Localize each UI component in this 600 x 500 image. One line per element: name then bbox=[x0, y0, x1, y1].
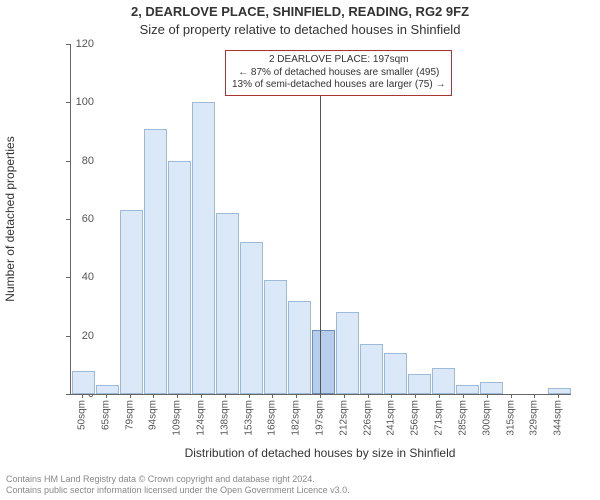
x-tick-cell: 79sqm bbox=[118, 394, 142, 454]
x-tick-cell: 109sqm bbox=[165, 394, 189, 454]
y-axis-label: Number of detached properties bbox=[3, 136, 17, 301]
histogram-bar bbox=[312, 330, 335, 394]
x-tick-cell: 241sqm bbox=[380, 394, 404, 454]
x-tick-mark bbox=[463, 394, 464, 398]
x-tick-mark bbox=[249, 394, 250, 398]
footer-line-2: Contains public sector information licen… bbox=[6, 485, 350, 496]
x-tick-label: 226sqm bbox=[362, 400, 373, 436]
x-tick-mark bbox=[391, 394, 392, 398]
x-tick-mark bbox=[296, 394, 297, 398]
x-tick-mark bbox=[439, 394, 440, 398]
histogram-bar bbox=[288, 301, 311, 394]
chart-container: 2, DEARLOVE PLACE, SHINFIELD, READING, R… bbox=[0, 0, 600, 500]
highlight-marker-line bbox=[320, 91, 321, 394]
histogram-bar bbox=[72, 371, 95, 394]
x-tick-label: 168sqm bbox=[267, 400, 278, 436]
x-tick-label: 138sqm bbox=[219, 400, 230, 436]
x-tick-label: 315sqm bbox=[505, 400, 516, 436]
x-tick-label: 79sqm bbox=[124, 400, 135, 430]
x-tick-mark bbox=[368, 394, 369, 398]
histogram-bar bbox=[240, 242, 263, 394]
x-tick-cell: 329sqm bbox=[522, 394, 546, 454]
x-tick-label: 329sqm bbox=[529, 400, 540, 436]
histogram-bar bbox=[384, 353, 407, 394]
x-tick-mark bbox=[130, 394, 131, 398]
annotation-line-2: ← 87% of detached houses are smaller (49… bbox=[232, 67, 445, 80]
x-tick-cell: 226sqm bbox=[356, 394, 380, 454]
histogram-bar bbox=[192, 102, 215, 394]
x-tick-label: 153sqm bbox=[243, 400, 254, 436]
x-tick-cell: 315sqm bbox=[499, 394, 523, 454]
x-tick-cell: 153sqm bbox=[237, 394, 261, 454]
chart-title-main: 2, DEARLOVE PLACE, SHINFIELD, READING, R… bbox=[0, 4, 600, 19]
x-tick-mark bbox=[225, 394, 226, 398]
chart-title-sub: Size of property relative to detached ho… bbox=[0, 22, 600, 37]
x-tick-cell: 168sqm bbox=[261, 394, 285, 454]
x-tick-label: 94sqm bbox=[148, 400, 159, 430]
histogram-bar bbox=[480, 382, 503, 394]
x-tick-mark bbox=[487, 394, 488, 398]
x-tick-mark bbox=[153, 394, 154, 398]
x-tick-mark bbox=[415, 394, 416, 398]
x-tick-label: 124sqm bbox=[195, 400, 206, 436]
histogram-bar bbox=[432, 368, 455, 394]
histogram-bar bbox=[264, 280, 287, 394]
histogram-bar bbox=[120, 210, 143, 394]
x-tick-cell: 197sqm bbox=[308, 394, 332, 454]
x-tick-label: 109sqm bbox=[172, 400, 183, 436]
annotation-line-1: 2 DEARLOVE PLACE: 197sqm bbox=[232, 54, 445, 67]
x-tick-mark bbox=[320, 394, 321, 398]
x-tick-label: 271sqm bbox=[434, 400, 445, 436]
x-tick-mark bbox=[106, 394, 107, 398]
histogram-bar bbox=[144, 129, 167, 394]
x-tick-cell: 50sqm bbox=[70, 394, 94, 454]
x-tick-cell: 285sqm bbox=[451, 394, 475, 454]
x-tick-label: 256sqm bbox=[410, 400, 421, 436]
x-tick-cell: 138sqm bbox=[213, 394, 237, 454]
annotation-box: 2 DEARLOVE PLACE: 197sqm ← 87% of detach… bbox=[225, 50, 452, 96]
x-tick-mark bbox=[558, 394, 559, 398]
x-tick-label: 344sqm bbox=[553, 400, 564, 436]
x-tick-cell: 124sqm bbox=[189, 394, 213, 454]
x-tick-cell: 271sqm bbox=[427, 394, 451, 454]
histogram-bar bbox=[216, 213, 239, 394]
x-tick-mark bbox=[201, 394, 202, 398]
x-tick-mark bbox=[534, 394, 535, 398]
x-tick-cell: 300sqm bbox=[475, 394, 499, 454]
x-tick-label: 300sqm bbox=[481, 400, 492, 436]
x-ticks-group: 50sqm 65sqm 79sqm 94sqm 109sqm 124sqm 138sqm 15… bbox=[70, 394, 570, 454]
x-tick-cell: 344sqm bbox=[546, 394, 570, 454]
x-tick-label: 65sqm bbox=[100, 400, 111, 430]
annotation-line-3: 13% of semi-detached houses are larger (… bbox=[232, 79, 445, 92]
x-axis-label: Distribution of detached houses by size … bbox=[70, 446, 570, 460]
bars-group bbox=[71, 44, 571, 394]
x-tick-label: 285sqm bbox=[457, 400, 468, 436]
x-tick-mark bbox=[344, 394, 345, 398]
x-tick-mark bbox=[82, 394, 83, 398]
x-tick-mark bbox=[511, 394, 512, 398]
x-tick-label: 197sqm bbox=[315, 400, 326, 436]
histogram-bar bbox=[360, 344, 383, 394]
histogram-bar bbox=[408, 374, 431, 394]
x-tick-label: 212sqm bbox=[338, 400, 349, 436]
x-tick-mark bbox=[272, 394, 273, 398]
x-tick-cell: 94sqm bbox=[141, 394, 165, 454]
footer-line-1: Contains HM Land Registry data © Crown c… bbox=[6, 474, 350, 485]
x-tick-cell: 65sqm bbox=[94, 394, 118, 454]
x-tick-label: 241sqm bbox=[386, 400, 397, 436]
histogram-bar bbox=[336, 312, 359, 394]
x-tick-cell: 182sqm bbox=[284, 394, 308, 454]
footer-attribution: Contains HM Land Registry data © Crown c… bbox=[6, 474, 350, 497]
x-tick-label: 50sqm bbox=[76, 400, 87, 430]
x-tick-cell: 212sqm bbox=[332, 394, 356, 454]
histogram-bar bbox=[456, 385, 479, 394]
histogram-bar bbox=[168, 161, 191, 394]
x-tick-label: 182sqm bbox=[291, 400, 302, 436]
x-tick-mark bbox=[177, 394, 178, 398]
x-tick-cell: 256sqm bbox=[403, 394, 427, 454]
histogram-bar bbox=[96, 385, 119, 394]
